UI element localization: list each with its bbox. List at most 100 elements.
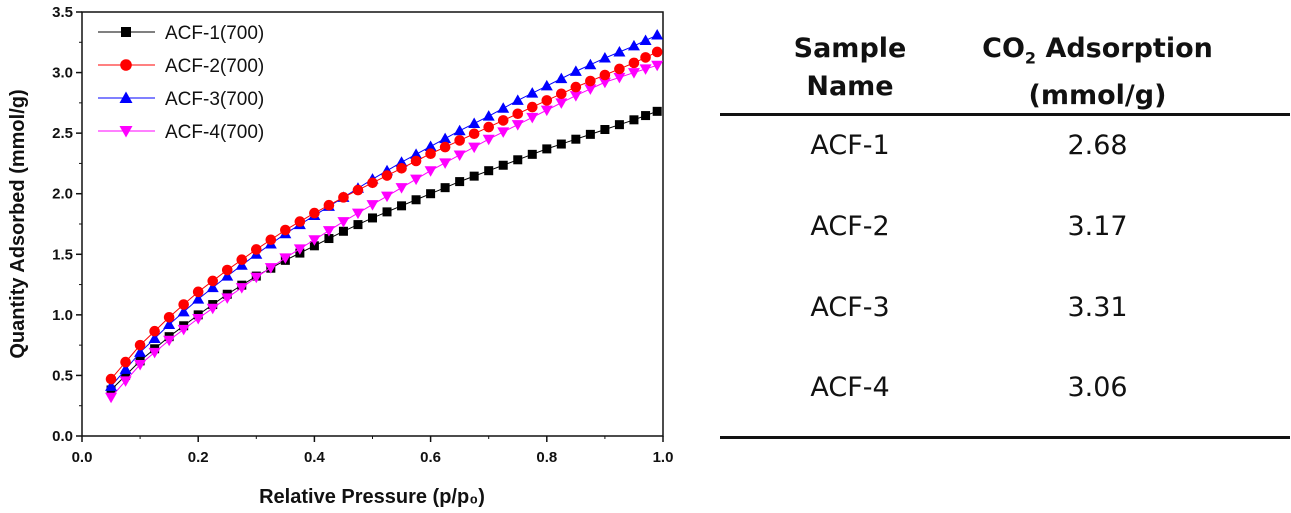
data-point [134,339,146,351]
data-point [599,69,611,81]
y-tick-label: 2.0 [52,186,73,203]
data-point [323,199,335,211]
y-tick-label: 1.0 [52,307,73,324]
table-bottom-rule [720,436,1290,439]
data-point [206,303,219,315]
legend-label: ACF-3(700) [165,89,264,110]
data-point [351,208,364,220]
data-point [439,158,452,169]
data-point [192,293,205,304]
data-point [469,171,479,181]
row-value: 3.31 [1067,292,1128,323]
header-sample-line1: Sample [793,33,907,64]
data-point [511,94,524,105]
data-point [614,63,625,75]
data-point [600,125,610,135]
data-point [629,115,639,125]
row-sample-name: ACF-2 [810,211,890,242]
data-point [353,220,363,230]
data-point [555,72,568,84]
row-sample-name: ACF-1 [810,130,890,161]
data-point [279,253,292,264]
data-point [571,134,581,144]
series-line [110,110,658,391]
header-co2: CO [982,33,1025,64]
data-point [366,200,379,211]
data-point [613,45,626,57]
data-point [454,135,465,146]
data-point [381,170,393,181]
row-sample-name: ACF-3 [810,292,890,323]
data-point [425,148,436,160]
data-point [352,184,364,196]
data-point [397,201,407,211]
data-point [526,87,539,98]
x-tick-label: 0.8 [536,449,557,466]
data-point [280,224,291,236]
data-point [527,149,537,159]
legend-entry: ACF-4(700) [98,122,264,143]
data-point [426,189,436,199]
data-point [206,281,219,293]
data-point [368,213,377,223]
legend-marker [119,126,133,138]
data-point [613,72,626,84]
y-tick-label: 0.5 [52,367,73,384]
data-point [265,234,277,246]
x-tick-label: 1.0 [653,449,674,466]
legend-label: ACF-1(700) [165,23,264,44]
data-point [541,95,553,106]
data-point [440,183,450,193]
data-point [453,150,466,161]
data-point [641,111,651,121]
data-point [570,81,582,93]
data-point [468,117,481,128]
data-point [639,64,652,75]
data-point [105,392,118,404]
legend-entry: ACF-1(700) [98,23,264,44]
x-tick-label: 0.6 [420,449,441,466]
data-point [192,286,204,298]
header-unit: (mmol/g) [1028,80,1167,112]
data-point [163,318,176,330]
header-adsorption: Adsorption [1036,33,1213,64]
data-point [513,155,523,165]
legend-marker [121,27,131,37]
data-point [134,346,147,357]
legend-label: ACF-4(700) [165,122,264,143]
data-point [540,79,553,91]
data-point [598,52,611,63]
legend-entry: ACF-2(700) [98,56,264,77]
legend-marker [119,91,133,103]
x-axis-label: Relative Pressure (p/p₀) [259,486,485,508]
data-point [163,335,176,347]
data-point [651,60,664,72]
data-point [483,121,495,133]
series-acf-4-700- [105,60,664,404]
data-point [482,134,495,146]
data-point [651,46,663,58]
data-point [498,160,508,170]
data-point [134,360,147,371]
data-point [120,356,131,368]
data-point [628,57,640,69]
data-point [250,244,262,255]
data-point [555,98,568,109]
data-point [410,174,423,186]
data-point [556,139,566,149]
data-point [512,108,524,120]
data-point [396,162,407,174]
data-point [221,293,234,304]
legend-label: ACF-2(700) [165,56,264,77]
series-acf-2-700- [105,46,663,385]
series-line [110,64,658,398]
data-point [497,127,510,138]
y-tick-label: 1.5 [52,246,73,263]
y-tick-label: 3.0 [52,65,73,82]
data-point [439,132,452,144]
data-point [526,101,538,113]
data-point [177,324,190,336]
y-tick-label: 3.5 [52,4,73,21]
data-point [585,129,595,139]
data-point [121,370,131,380]
